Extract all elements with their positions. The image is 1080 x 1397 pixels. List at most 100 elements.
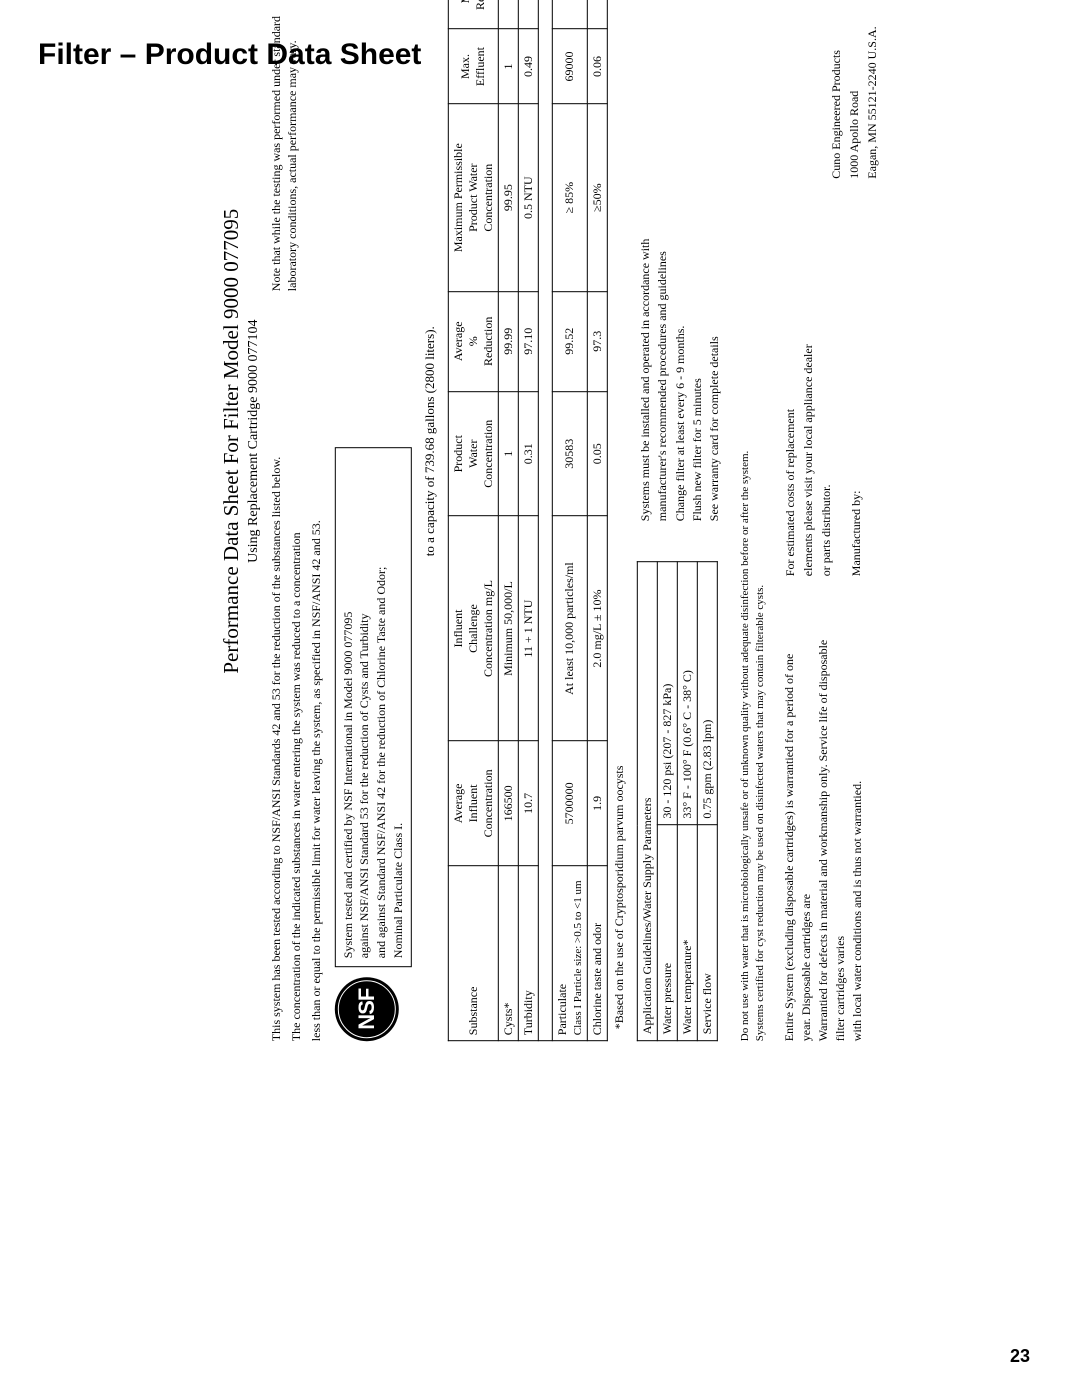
cell: 33° F - 100° F (0.6° C - 38° C) <box>677 562 697 825</box>
particulate-name: Particulate <box>555 984 569 1035</box>
nsf-box-line: Nominal Particulate Class I. <box>390 456 407 958</box>
nsf-box-line: and against Standard NSF/ANSI 42 for the… <box>373 456 390 958</box>
cell: 0.06 <box>587 29 607 104</box>
table-row: Chlorine taste and odor 1.9 2.0 mg/L ± 1… <box>587 0 607 1041</box>
cell: Minimum 50,000/L <box>498 516 518 741</box>
th-influent-challenge: Influent Challenge Concentration mg/L <box>448 516 498 741</box>
table-header-row: Substance Average Influent Concentration… <box>448 0 498 1041</box>
application-table: Application Guidelines/Water Supply Para… <box>637 561 718 1041</box>
bottom-wrap: Entire System (excluding disposable cart… <box>781 0 881 1041</box>
fine-print-block: Do not use with water that is microbiolo… <box>738 0 768 1041</box>
fine-line: Systems certified for cyst reduction may… <box>752 0 767 1041</box>
th-substance: Substance <box>448 866 498 1041</box>
cell: 97.10 <box>518 291 538 391</box>
costs-block: For estimated costs of replacement eleme… <box>781 239 881 577</box>
th-max-effluent: Max. Effluent <box>448 29 498 104</box>
th-avg-reduction: Average % Reduction <box>448 291 498 391</box>
mfg-label: Manufactured by: <box>847 239 865 577</box>
cell: 99.52 <box>552 291 587 391</box>
fine-line: Do not use with water that is microbiolo… <box>738 0 753 1041</box>
cell: Water pressure <box>657 825 677 1041</box>
note-line: laboratory conditions, actual performanc… <box>284 0 300 291</box>
th-product-water: Product Water Concentration <box>448 391 498 516</box>
cell: 99.99 <box>498 0 518 29</box>
cell: 5700000 <box>552 741 587 866</box>
cell: 0.49 <box>518 29 538 104</box>
table-row: Water temperature* 33° F - 100° F (0.6° … <box>677 562 697 1041</box>
cell: Service flow <box>697 825 717 1041</box>
cell: 98.9 <box>552 0 587 29</box>
cell: 1 <box>498 29 518 104</box>
cell: ≥ 85% <box>552 104 587 291</box>
nsf-box-line: against NSF/ANSI Standard 53 for the red… <box>356 456 373 958</box>
nsf-cert-box: System tested and certified by NSF Inter… <box>334 447 411 967</box>
mfg-line: Cuno Engineered Products <box>827 0 845 179</box>
app-note-line: Systems must be installed and operated i… <box>637 239 654 522</box>
cell: 69000 <box>552 29 587 104</box>
costs-line: For estimated costs of replacement <box>781 239 799 577</box>
intro-line: This system has been tested according to… <box>268 321 284 1041</box>
cell: 99.99 <box>498 291 518 391</box>
cell: Chlorine taste and odor <box>587 866 607 1041</box>
mfg-block: Cuno Engineered Products 1000 Apollo Roa… <box>781 0 881 179</box>
cell: Water temperature* <box>677 825 697 1041</box>
intro-line: The concentration of the indicated subst… <box>288 321 304 1041</box>
nsf-box-line: System tested and certified by NSF Inter… <box>339 456 356 958</box>
nsf-row: NSF System tested and certified by NSF I… <box>334 0 411 1041</box>
table-row: Service flow 0.75 gpm (2.83 lpm) <box>697 562 717 1041</box>
table-row: Turbidity 10.7 11 + 1 NTU 0.31 97.10 0.5… <box>518 0 538 1041</box>
warranty-line: Warrantied for defects in material and w… <box>815 636 849 1041</box>
warranty-line: with local water conditions and is thus … <box>848 636 865 1041</box>
intro-line: less than or equal to the permissible li… <box>308 321 324 1041</box>
cell: 2.0 mg/L ± 10% <box>587 516 607 741</box>
based-note: *Based on the use of Cryptosporidium par… <box>612 0 627 1029</box>
cell: Cysts* <box>498 866 518 1041</box>
table-row: Particulate Class I Particle size: >0.5 … <box>552 0 587 1041</box>
app-note-line: Change filter at least every 6 - 9 month… <box>671 239 688 522</box>
app-note-line: manufacturer's recommended procedures an… <box>654 239 671 522</box>
cell: 0.5 NTU <box>518 104 538 291</box>
intro-right: Note that while the testing was performe… <box>268 0 329 291</box>
cell: 30 - 120 psi (207 - 827 kPa) <box>657 562 677 825</box>
app-header: Application Guidelines/Water Supply Para… <box>637 562 657 1041</box>
nsf-logo-icon: NSF <box>334 977 398 1041</box>
cell: 96.84 <box>587 0 607 29</box>
cell: 30583 <box>552 391 587 516</box>
sheet-subtitle: Using Replacement Cartridge 9000 077104 <box>246 0 262 1041</box>
cell: 97.3 <box>587 291 607 391</box>
costs-line: elements please visit your local applian… <box>799 239 817 577</box>
cell: 1 <box>498 391 518 516</box>
cell: 95.42 <box>518 0 538 29</box>
cell-particulate: Particulate Class I Particle size: >0.5 … <box>552 866 587 1041</box>
cell: 99.95 <box>498 104 518 291</box>
mfg-line: Eagan, MN 55121-2240 U.S.A. <box>863 0 881 179</box>
app-note-line: See warranty card for complete details <box>706 239 723 522</box>
th-min-reduction: Min. % Reduction <box>448 0 498 29</box>
cell: ≥50% <box>587 104 607 291</box>
cell: 0.05 <box>587 391 607 516</box>
table-row: Water pressure 30 - 120 psi (207 - 827 k… <box>657 562 677 1041</box>
mfg-line: 1000 Apollo Road <box>845 0 863 179</box>
warranty-line: Entire System (excluding disposable cart… <box>781 636 815 1041</box>
table-gap-row <box>538 0 552 1041</box>
cell: 1.9 <box>587 741 607 866</box>
sheet-title: Performance Data Sheet For Filter Model … <box>219 0 244 1041</box>
intro-row: This system has been tested according to… <box>268 0 329 1041</box>
th-max-permissible: Maximum Permissible Product Water Concen… <box>448 104 498 291</box>
cell: Turbidity <box>518 866 538 1041</box>
intro-left: This system has been tested according to… <box>268 321 329 1041</box>
cell: At least 10,000 particles/ml <box>552 516 587 741</box>
particulate-sub: Class I Particle size: >0.5 to <1 um <box>572 880 584 1035</box>
cell: 0.31 <box>518 391 538 516</box>
cell: 11 + 1 NTU <box>518 516 538 741</box>
cell: 0.75 gpm (2.83 lpm) <box>697 562 717 825</box>
app-note-line: Flush new filter for 5 minutes <box>689 239 706 522</box>
page-number: 23 <box>1010 1346 1030 1367</box>
application-notes: Systems must be installed and operated i… <box>637 239 724 522</box>
cell: 166500 <box>498 741 518 866</box>
application-wrap: Application Guidelines/Water Supply Para… <box>637 0 724 1041</box>
costs-line: or parts distributor. <box>817 239 835 577</box>
note-line: Note that while the testing was performe… <box>268 0 284 291</box>
warranty-block: Entire System (excluding disposable cart… <box>781 636 881 1041</box>
th-avg-influent: Average Influent Concentration <box>448 741 498 866</box>
